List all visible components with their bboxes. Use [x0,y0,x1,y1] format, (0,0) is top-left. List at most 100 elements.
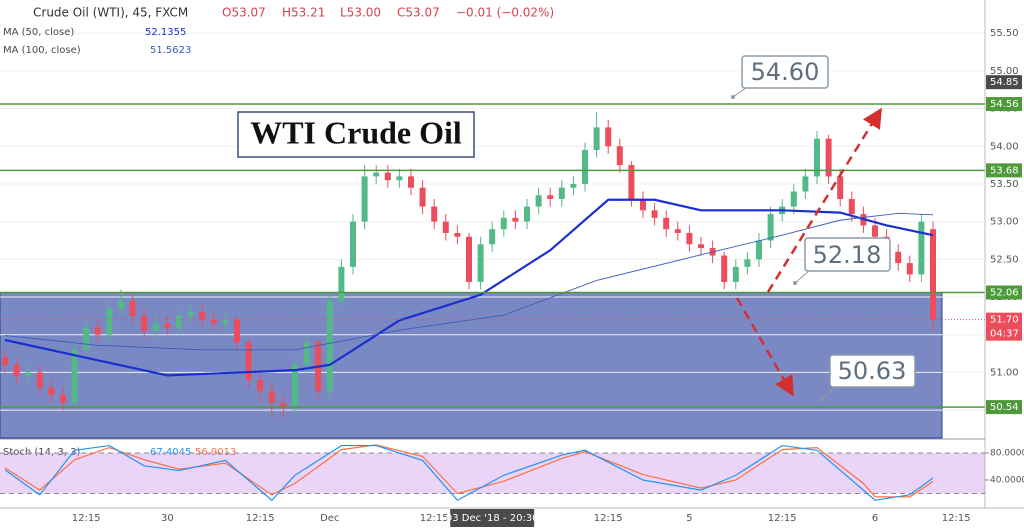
candle-body [338,266,345,301]
last-price-label: 51.70 [990,315,1019,326]
candle-body [210,319,217,324]
x-tick-label: 12:15 [246,513,275,524]
candle-body [373,172,380,177]
candle-body [419,187,426,207]
candle-body [466,236,472,282]
candle-body [292,364,298,407]
x-tick-label: 30 [161,513,174,524]
ma100-value: 51.5623 [150,45,191,56]
callout-line [821,385,837,400]
candle-body [25,372,32,377]
zone [0,292,943,439]
candle-body [872,225,878,237]
callout-box [741,55,829,89]
candle-body [187,312,194,316]
candle-body [489,229,496,245]
stoch-k-value: 67.4045 [150,447,191,458]
moving-average [4,212,934,351]
y-tick-label: 53.00 [990,217,1019,228]
candle-body [651,210,658,218]
stoch-name: Stoch (14, 3, 3) [3,447,80,458]
level-flag [986,163,1022,178]
candle-body [94,327,101,335]
candle-body [280,402,287,407]
candle-body [176,315,182,328]
level-flag-label: 50.54 [990,402,1019,413]
candle-body [199,312,206,320]
arrow-up [766,107,882,293]
candle-body [83,327,90,350]
annotation-title: WTI Crude Oil [250,114,462,150]
x-tick-label: 12:15 [942,513,971,524]
candle-body [837,176,844,200]
candle-body [895,251,902,264]
candle-body [500,217,507,230]
candle-body [674,229,681,233]
candle-body [918,221,925,275]
candle-body [129,300,136,316]
stoch-d-value: 56.9013 [195,447,236,458]
candle-body [582,150,588,184]
ohlc-close: C53.07 [397,6,440,20]
crosshair-flag [986,75,1022,90]
ma50-name: MA (50, close) [3,27,74,38]
y-tick-label: 54.00 [990,141,1019,152]
stoch-line [4,444,934,502]
candle-body [36,372,43,388]
ma50-value: 52.1355 [145,27,186,38]
stoch-tick-label: 80.0000 [990,449,1024,459]
candle-body [640,199,646,211]
candle-body [106,308,113,335]
x-tick-label: 12:15 [72,513,101,524]
level-flag-label: 53.68 [990,165,1019,176]
crosshair-time: 03 Dec '18 - 20:30 [446,513,539,524]
candle-body [71,349,78,403]
x-tick-label: 5 [686,513,692,524]
candle-body [802,176,809,192]
candle-body [408,176,414,188]
callout-box [804,237,891,272]
last-price-flag [986,312,1022,341]
candle-body [164,323,171,328]
candle-body [303,342,310,365]
y-tick-label: 55.50 [990,28,1019,39]
arrow-down [735,297,794,397]
ma100-name: MA (100, close) [3,45,81,56]
symbol-title: Crude Oil (WTI), 45, FXCM [33,6,188,20]
candle-body [628,165,635,200]
candle-body [477,244,484,282]
candle-body [350,221,356,267]
candle-body [13,364,20,377]
level-flag [986,97,1022,112]
candle-body [558,187,565,200]
callout-box [829,354,916,388]
candle-body [593,127,600,151]
candle-body [141,315,148,331]
level-flag [986,400,1022,415]
stoch-band [0,453,985,494]
legend: Crude Oil (WTI), 45, FXCM O53.07 H53.21 … [3,6,554,459]
ohlc-open: O53.07 [222,6,266,20]
candle-body [605,127,612,147]
candle-body [60,395,66,403]
level-flag-label: 52.06 [990,288,1019,299]
candle-body [396,176,403,181]
candle-body [234,319,240,343]
candle-body [663,217,670,230]
ohlc-high: H53.21 [282,6,325,20]
callout-dot [793,281,797,285]
ohlc-change: −0.01 (−0.02%) [456,6,554,20]
countdown: 04:37 [990,329,1019,340]
candle-body [686,232,693,245]
candle-body [512,217,519,222]
candle-body [152,323,159,331]
candle-body [326,300,333,392]
candle-body [535,195,542,207]
x-tick-label: 6 [872,513,878,524]
candle-body [698,244,704,249]
y-tick-label: 51.00 [990,367,1019,378]
y-tick-label: 53.50 [990,179,1019,190]
y-tick-label: 52.50 [990,254,1019,265]
ohlc-low: L53.00 [340,6,381,20]
